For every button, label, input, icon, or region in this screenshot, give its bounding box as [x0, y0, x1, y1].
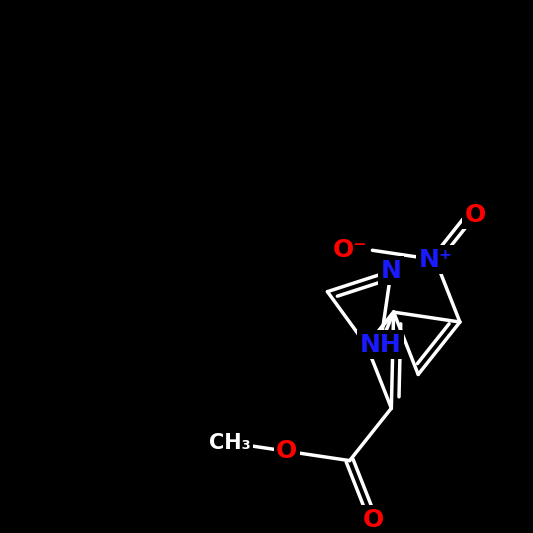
Text: O: O: [276, 439, 297, 463]
Text: CH₃: CH₃: [209, 433, 251, 453]
Text: O: O: [464, 203, 486, 227]
Text: N: N: [381, 259, 401, 283]
Text: N⁺: N⁺: [418, 248, 453, 272]
Text: NH: NH: [359, 333, 401, 357]
Text: O⁻: O⁻: [333, 238, 367, 262]
Text: O: O: [362, 508, 384, 532]
